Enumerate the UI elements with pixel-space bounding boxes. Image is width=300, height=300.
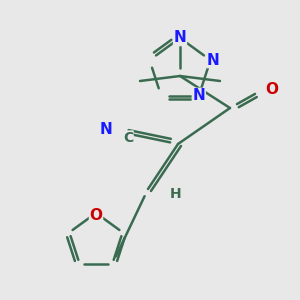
Text: N: N [192, 88, 205, 104]
Text: N: N [207, 52, 220, 68]
Text: C: C [123, 131, 133, 145]
Text: O: O [266, 82, 278, 98]
Text: O: O [89, 208, 103, 224]
Text: N: N [174, 31, 186, 46]
Text: N: N [100, 122, 112, 137]
Text: H: H [170, 187, 182, 201]
